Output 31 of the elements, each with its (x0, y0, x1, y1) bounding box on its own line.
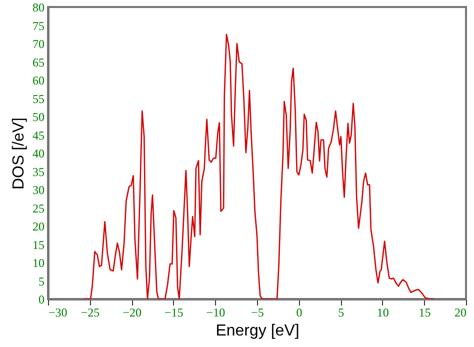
x-tick-label: −10 (206, 306, 226, 320)
y-tick-label: 20 (32, 220, 44, 234)
y-tick-label: 80 (32, 0, 44, 14)
y-tick-label: 30 (32, 183, 44, 197)
y-tick-label: 70 (32, 37, 44, 51)
x-tick-label: −20 (122, 306, 142, 320)
y-tick-label: 5 (38, 274, 44, 288)
x-tick-label: 15 (418, 306, 431, 320)
y-tick-label: 25 (32, 201, 44, 216)
x-tick-label: −30 (48, 306, 68, 320)
x-tick-label: −15 (164, 306, 184, 320)
y-tick-label: 45 (32, 128, 44, 142)
y-tick-label: 50 (32, 110, 44, 124)
y-axis-title: DOS [/eV] (10, 117, 28, 190)
y-tick-label: 35 (32, 164, 44, 179)
y-tick-label: 60 (32, 74, 44, 88)
y-tick-label: 55 (32, 92, 44, 106)
x-tick-label: 20 (454, 306, 466, 320)
x-tick-label: −25 (80, 306, 100, 320)
x-tick-label: 5 (338, 306, 344, 320)
y-tick-label: 10 (32, 256, 44, 270)
y-tick-label: 15 (32, 238, 44, 252)
line-series (82, 34, 435, 299)
x-axis-title: Energy [eV] (216, 322, 300, 340)
y-tick-label: 65 (32, 55, 44, 70)
y-tick-label: 40 (32, 146, 44, 160)
x-tick-label: −5 (251, 306, 264, 320)
x-tick-label: 10 (376, 306, 389, 320)
y-tick-label: 75 (32, 18, 44, 33)
x-tick-label: 0 (296, 306, 302, 320)
y-tick-label: 0 (38, 292, 44, 306)
